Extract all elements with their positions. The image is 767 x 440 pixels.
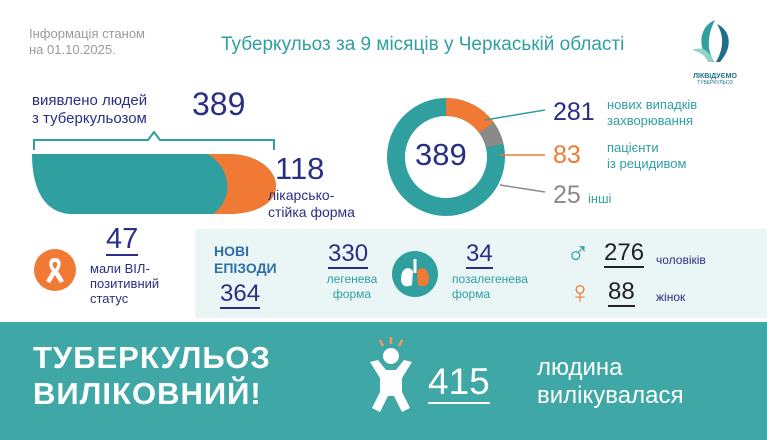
new-cases-label-2: захворювання [607,113,694,128]
stats-band [195,229,767,318]
relapse-label-2: із рецидивом [607,156,687,171]
male-value: 276 [604,239,645,268]
pulmonary-value: 330 [328,240,369,269]
pulmonary-value-text: 330 [328,240,369,267]
other-value: 25 [553,181,581,209]
new-episodes-title-1: НОВІ [214,243,249,259]
lungs-icon [392,251,438,297]
detected-bar [32,130,276,214]
logo: ЛІКВІДУЄМО ТУБЕРКУЛЬОЗ [680,16,750,86]
slogan-line-2: ВИЛІКОВНИЙ! [33,376,262,411]
new-episodes-title: НОВІ ЕПІЗОДИ [214,243,277,277]
cured-label: людина вилікувалася [537,354,683,410]
new-cases-label: нових випадків захворювання [607,97,697,129]
new-cases-value: 281 [553,98,595,126]
relapse-label: пацієнти із рецидивом [607,140,686,172]
hiv-value-text: 47 [106,223,139,255]
hiv-value: 47 [106,223,139,256]
donut-orange [387,98,505,216]
resistant-label: лікарсько- стійка форма [268,187,355,221]
hiv-label-1: мали ВІЛ- [90,261,150,276]
logo-text-2: ТУБЕРКУЛЬОЗ [697,80,733,86]
info-date: Інформація станом на 01.10.2025. [29,26,145,58]
bar-orange [208,154,276,214]
donut-chart [387,98,505,216]
info-line-1: Інформація станом [29,26,145,41]
extrapulmonary-label-1: позалегенева [452,272,528,286]
donut-center-value: 389 [415,137,467,172]
extrapulmonary-value: 34 [466,241,493,269]
slogan-line-1: ТУБЕРКУЛЬОЗ [33,340,271,375]
pulmonary-label-1: легенева [326,272,378,286]
bar-teal [32,154,276,214]
extrapulmonary-label: позалегенева форма [452,272,528,302]
hiv-label-3: статус [90,291,129,306]
page-title: Туберкульоз за 9 місяців у Черкаській об… [221,34,625,55]
happy-child-icon [370,337,412,412]
resistant-label-2: стійка форма [268,204,355,220]
female-icon: ♀ [568,274,592,310]
pulmonary-label: легенева форма [320,272,384,302]
logo-text-1: ЛІКВІДУЄМО [693,73,737,80]
male-value-text: 276 [604,239,645,266]
extrapulmonary-value-text: 34 [466,240,493,267]
cured-value-text: 415 [428,361,490,402]
slogan: ТУБЕРКУЛЬОЗ ВИЛІКОВНИЙ! [33,340,271,412]
hiv-label-2: позитивний [90,276,160,291]
other-label: інші [588,191,612,206]
info-line-2: на 01.10.2025. [29,42,116,57]
cured-label-1: людина [537,354,623,381]
male-label: чоловіків [656,253,706,267]
new-episodes-value-text: 364 [220,280,261,307]
cured-value: 415 [428,362,490,404]
resistant-label-1: лікарсько- [268,187,335,203]
detected-label: виявлено людей з туберкульозом [32,92,147,128]
ribbon-icon [34,249,76,291]
logo-icon [692,20,729,62]
detected-label-2: з туберкульозом [32,110,147,127]
new-episodes-title-2: ЕПІЗОДИ [214,260,277,276]
relapse-value: 83 [553,141,581,169]
female-label: жінок [656,290,686,304]
new-episodes-value: 364 [220,280,261,309]
donut-connectors [484,109,546,193]
female-value: 88 [608,279,635,307]
hiv-label: мали ВІЛ- позитивний статус [90,261,159,306]
male-icon: ♂ [566,235,590,271]
bracket [33,130,275,150]
relapse-label-1: пацієнти [607,140,659,155]
cured-label-2: вилікувалася [537,382,684,409]
detected-value: 389 [192,86,246,122]
extrapulmonary-label-2: форма [452,287,491,301]
detected-label-1: виявлено людей [32,92,148,109]
pulmonary-label-2: форма [332,287,372,301]
resistant-value: 118 [275,151,325,186]
female-value-text: 88 [608,278,635,305]
new-cases-label-1: нових випадків [607,97,698,112]
